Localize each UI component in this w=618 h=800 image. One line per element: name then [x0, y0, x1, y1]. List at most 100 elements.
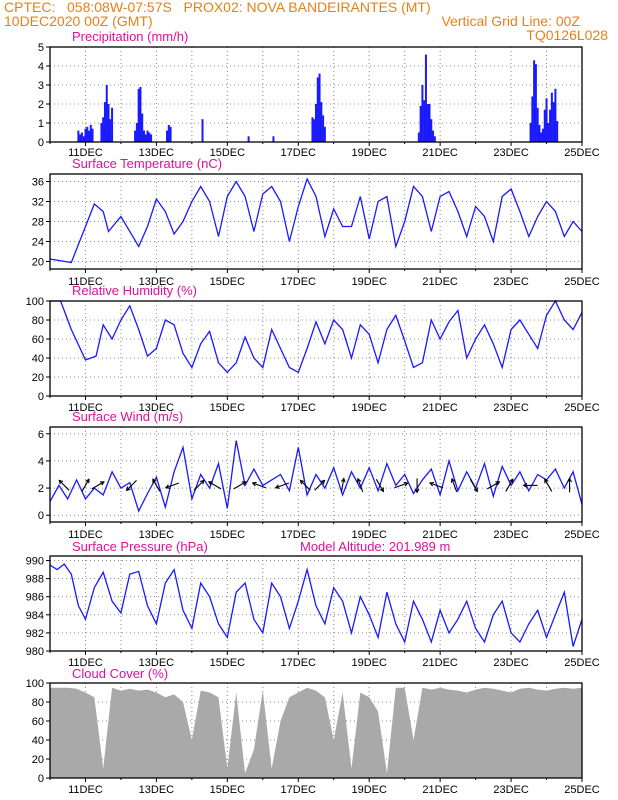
wind-arrow-shaft [486, 481, 500, 490]
precip-bar [167, 124, 170, 142]
y-tick-label: 100 [26, 678, 44, 690]
cloud-title: Cloud Cover (%) [72, 666, 168, 681]
temp-line [49, 177, 583, 264]
wind-arrow-shaft [505, 479, 514, 492]
wind-arrow-head [414, 488, 420, 494]
x-tick-label: 21DEC [422, 529, 458, 541]
wind-arrow [207, 481, 222, 490]
rh-panel: 0 20 40 60 80 100 11DEC 13DEC 15DEC 17DEC 19DEC 21D… [26, 283, 600, 414]
x-tick-label: 19DEC [351, 276, 387, 288]
x-tick-label: 19DEC [351, 402, 387, 414]
y-tick-label: 80 [32, 315, 44, 327]
precip-bar [540, 132, 543, 142]
precip-bar [417, 132, 420, 142]
wind-arrow [152, 478, 161, 492]
wind-arrow-head [544, 478, 549, 484]
wind-arrow-head [241, 481, 247, 486]
rh-line [50, 299, 583, 374]
precip-bar [169, 126, 172, 142]
precip-bar [102, 117, 105, 142]
wind-arrow-head [356, 477, 362, 483]
wind-arrow-head [450, 477, 456, 483]
header-model-code: TQ0126L028 [526, 27, 608, 43]
x-tick-label: 19DEC [351, 657, 387, 669]
wind-arrow-head [403, 481, 409, 487]
wind-arrow-head [58, 479, 64, 485]
y-tick-label: 3 [38, 80, 44, 92]
wind-arrow-head [509, 478, 514, 484]
y-tick-label: 984 [26, 610, 44, 622]
wind-arrow-head [207, 481, 213, 486]
x-tick-label: 19DEC [351, 529, 387, 541]
precip-bar [534, 64, 537, 142]
x-tick-label: 17DEC [281, 657, 317, 669]
x-tick-label: 15DEC [210, 657, 246, 669]
wind-arrow-head [125, 486, 131, 492]
wind-arrow-shaft [275, 482, 290, 489]
precip-bar [316, 77, 319, 142]
x-tick-label: 25DEC [564, 147, 600, 159]
wind-panel: 0 2 4 6 11DEC 13DEC 15DEC 17DEC 19DEC 21DEC 23DEC 2… [38, 409, 600, 541]
x-tick-label: 19DEC [351, 147, 387, 159]
precip-bar [549, 109, 552, 142]
wind-line [49, 440, 583, 513]
precip-bar [247, 136, 250, 142]
precip-bar [323, 126, 326, 142]
cloud-panel: 0 20 40 60 80 100 11DEC 13DEC 15DEC 17DEC 19DEC 21D… [26, 666, 600, 796]
wind-arrow [125, 480, 137, 492]
wind-frame [49, 426, 583, 523]
precip-bar [423, 100, 426, 142]
precip-bar [428, 104, 431, 142]
wind-arrow-shaft [300, 480, 311, 491]
wind-arrow-shaft [81, 479, 90, 492]
wind-arrow-head [199, 479, 205, 485]
cloud-frame [49, 682, 583, 779]
precip-bar [541, 128, 544, 142]
header-date-line: 10DEC2020 00Z (GMT) [4, 13, 153, 29]
wind-arrow-shaft [314, 480, 325, 491]
precip-bar [88, 130, 91, 142]
x-tick-label: 11DEC [68, 657, 103, 669]
wind-arrow-shaft [429, 482, 444, 489]
y-tick-label: 2 [38, 99, 44, 111]
wind-arrow [428, 481, 444, 489]
precip-bar [100, 123, 103, 142]
x-tick-label: 23DEC [493, 784, 529, 796]
y-tick-label: 2 [38, 483, 44, 495]
wind-arrow [58, 479, 70, 491]
x-tick-label: 11DEC [68, 784, 103, 796]
precip-bar [89, 124, 92, 142]
y-tick-label: 20 [32, 754, 44, 766]
y-tick-label: 80 [32, 697, 44, 709]
x-tick-label: 21DEC [422, 147, 458, 159]
wind-arrow-head [251, 481, 257, 487]
precip-bar [150, 134, 153, 142]
precip-bar [556, 121, 559, 142]
precip-bar [424, 54, 427, 142]
precip-bar [137, 88, 140, 142]
x-tick-label: 15DEC [210, 784, 246, 796]
y-tick-label: 5 [38, 42, 44, 54]
x-tick-label: 25DEC [564, 276, 600, 288]
x-tick-label: 17DEC [281, 784, 317, 796]
precip-bar [543, 109, 546, 142]
precip-bar [311, 117, 314, 142]
wind-arrow [486, 481, 501, 490]
temp-title: Surface Temperature (nC) [72, 156, 222, 171]
precip-bar [79, 134, 82, 142]
precip-bar [430, 119, 433, 142]
x-tick-label: 13DEC [139, 276, 175, 288]
wind-arrow [274, 482, 290, 489]
precip-bar [320, 102, 323, 142]
wind-arrow [544, 478, 553, 492]
precip-bar [550, 92, 553, 142]
y-tick-label: 0 [38, 137, 44, 149]
x-tick-label: 23DEC [493, 402, 529, 414]
y-tick-label: 20 [32, 257, 44, 269]
precip-bar [313, 119, 316, 142]
y-tick-label: 1 [38, 118, 44, 130]
precip-bar [533, 60, 536, 142]
wind-arrow-head [99, 481, 105, 486]
precip-bar [135, 123, 138, 142]
